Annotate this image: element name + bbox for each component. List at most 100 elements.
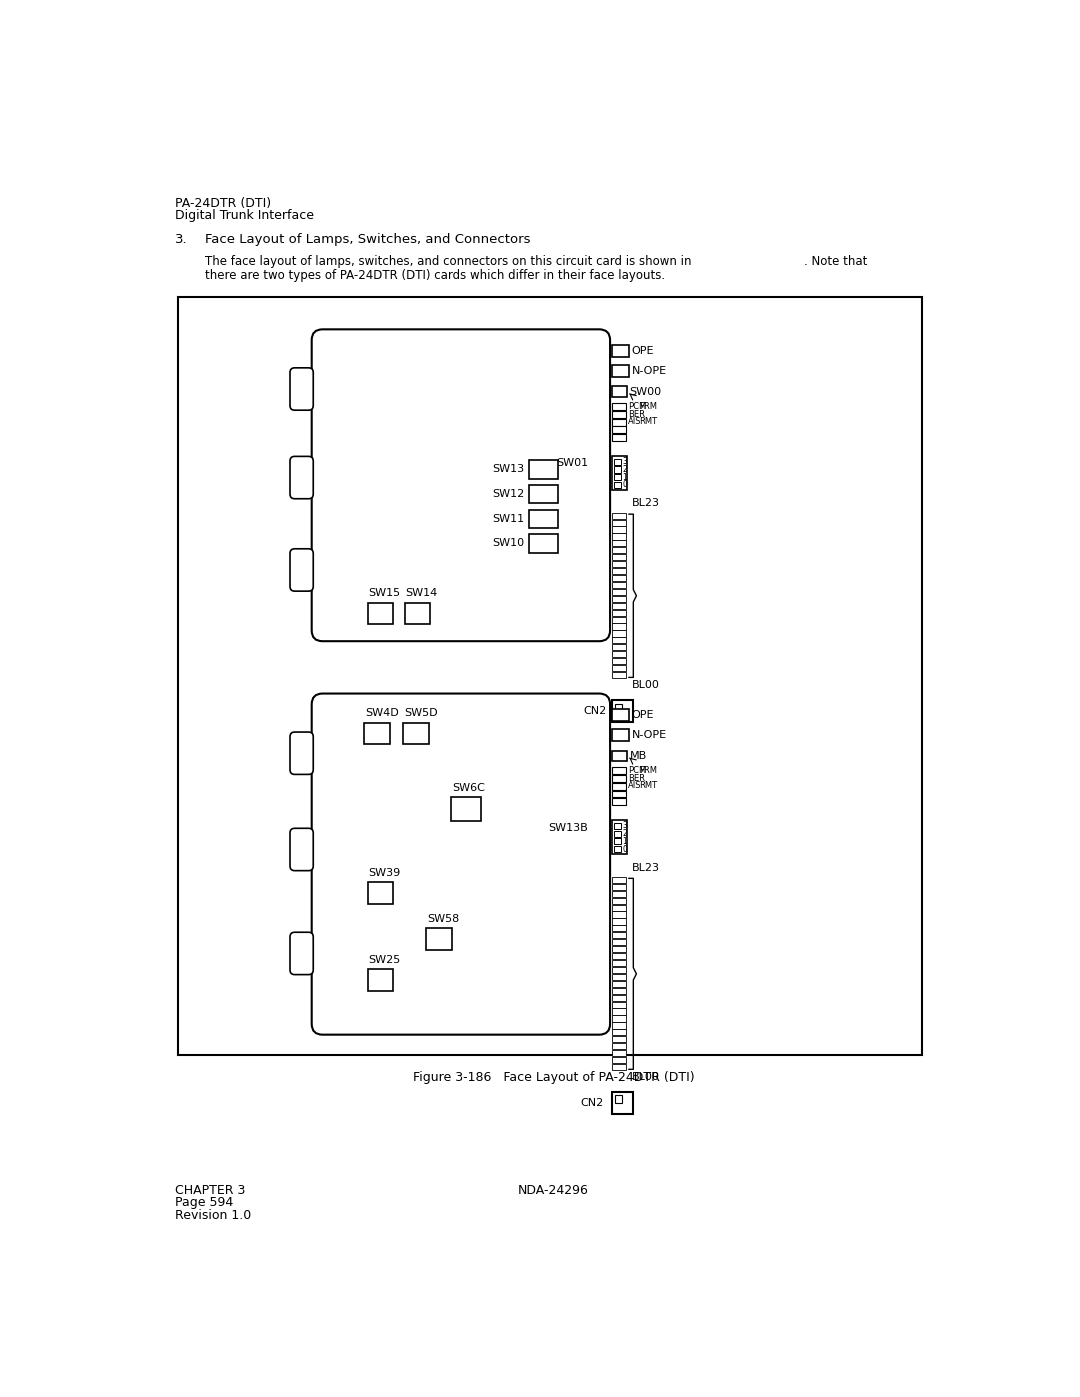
FancyBboxPatch shape [291, 932, 313, 975]
Text: Face Layout of Lamps, Switches, and Connectors: Face Layout of Lamps, Switches, and Conn… [205, 233, 530, 246]
Bar [611, 1009, 625, 1014]
Bar [367, 602, 393, 624]
Bar [611, 729, 629, 742]
Text: 0: 0 [622, 845, 627, 854]
Bar [611, 953, 625, 960]
Text: BER: BER [627, 409, 645, 419]
Text: N-OPE: N-OPE [632, 366, 667, 376]
Text: PA-24DTR (DTI): PA-24DTR (DTI) [175, 197, 271, 210]
Bar [611, 932, 625, 939]
Text: BL00: BL00 [632, 680, 660, 690]
Bar [611, 672, 625, 678]
Text: 0: 0 [622, 481, 627, 489]
Bar [611, 967, 625, 974]
Bar [613, 831, 621, 837]
Bar [611, 995, 625, 1000]
Bar [611, 1051, 625, 1056]
Bar [611, 798, 625, 805]
Text: BER: BER [627, 774, 645, 782]
Bar [611, 1023, 625, 1028]
Bar [611, 918, 625, 925]
Bar [611, 644, 625, 651]
Bar [611, 548, 625, 553]
Bar [611, 981, 625, 986]
Bar [611, 1058, 625, 1063]
Bar [611, 820, 627, 854]
Bar [611, 404, 625, 411]
Bar [177, 298, 921, 1056]
Bar [611, 750, 627, 761]
Text: 2: 2 [622, 465, 627, 474]
Text: SW14: SW14 [405, 588, 437, 598]
FancyBboxPatch shape [291, 457, 313, 499]
Bar [611, 534, 625, 539]
Bar [613, 458, 621, 465]
Bar [611, 665, 625, 671]
Bar [611, 365, 629, 377]
Bar [611, 609, 625, 616]
Bar [615, 704, 622, 711]
Bar [611, 767, 625, 774]
Bar [613, 847, 621, 852]
Bar [611, 946, 625, 953]
Text: SW15: SW15 [368, 588, 401, 598]
Text: AIS: AIS [627, 418, 642, 426]
Bar [611, 791, 625, 798]
Text: BL00: BL00 [632, 1071, 660, 1083]
Bar [613, 838, 621, 844]
Text: SW01: SW01 [556, 458, 588, 468]
Bar [529, 534, 558, 553]
Bar [611, 904, 625, 911]
Text: CN2: CN2 [581, 1098, 604, 1108]
Text: PCM: PCM [627, 402, 646, 411]
Text: Figure 3-186   Face Layout of PA-24DTR (DTI): Figure 3-186 Face Layout of PA-24DTR (DT… [413, 1071, 694, 1084]
Bar [367, 970, 393, 990]
Text: SW58: SW58 [428, 914, 459, 923]
Text: SW39: SW39 [368, 868, 401, 877]
Bar [611, 345, 629, 358]
FancyBboxPatch shape [312, 693, 610, 1035]
Bar [615, 1095, 622, 1104]
Text: AIS: AIS [627, 781, 642, 791]
Bar [611, 1037, 625, 1042]
Bar [611, 891, 625, 897]
Bar [611, 775, 625, 782]
Bar [611, 513, 625, 518]
Bar [403, 722, 429, 745]
Text: 2: 2 [622, 830, 627, 838]
Bar [611, 898, 625, 904]
Bar [611, 455, 627, 489]
Bar [611, 576, 625, 581]
Text: FRM: FRM [639, 766, 658, 775]
FancyBboxPatch shape [312, 330, 610, 641]
Text: Page 594: Page 594 [175, 1196, 233, 1210]
Bar [611, 595, 625, 602]
Bar [427, 929, 451, 950]
Bar [611, 974, 625, 979]
Bar [529, 485, 558, 503]
Bar [611, 1030, 625, 1035]
Bar [611, 616, 625, 623]
Text: OPE: OPE [632, 710, 654, 719]
Bar [613, 474, 621, 481]
Bar [613, 482, 621, 488]
Bar [364, 722, 390, 745]
Bar [611, 411, 625, 418]
Bar [611, 623, 625, 630]
Bar [611, 555, 625, 560]
Bar [611, 569, 625, 574]
Bar [611, 426, 625, 433]
Bar [611, 782, 625, 789]
Bar [611, 527, 625, 532]
Text: BL23: BL23 [632, 862, 660, 873]
Bar [611, 708, 629, 721]
FancyBboxPatch shape [291, 732, 313, 774]
Bar [367, 882, 393, 904]
Bar [611, 877, 625, 883]
Bar [611, 700, 633, 722]
Text: SW5D: SW5D [404, 708, 437, 718]
Bar [611, 884, 625, 890]
Text: CHAPTER 3: CHAPTER 3 [175, 1185, 245, 1197]
Bar [611, 541, 625, 546]
Text: SW13: SW13 [492, 464, 525, 475]
